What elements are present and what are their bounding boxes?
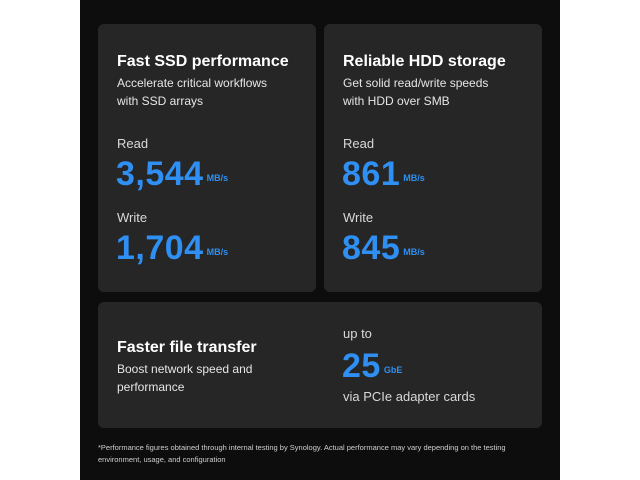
hdd-write-label: Write: [343, 210, 374, 225]
network-speed-metric: 25 GbE: [342, 346, 402, 386]
network-card-description-line1: Boost network speed and: [117, 362, 253, 376]
hdd-read-label: Read: [343, 136, 375, 151]
ssd-performance-card: Fast SSD performance Accelerate critical…: [98, 24, 316, 292]
ssd-write-metric: 1,704 MB/s: [116, 228, 228, 268]
hdd-read-value: 861: [342, 155, 401, 193]
ssd-read-label: Read: [117, 136, 149, 151]
ssd-write-value: 1,704: [116, 229, 204, 267]
hdd-read-metric: 861 MB/s: [342, 154, 425, 194]
hdd-write-metric: 845 MB/s: [342, 228, 425, 268]
spec-panel: Fast SSD performance Accelerate critical…: [80, 0, 560, 480]
ssd-card-description-line1: Accelerate critical workflows: [117, 76, 268, 90]
network-suffix: via PCIe adapter cards: [343, 389, 476, 404]
footnote-line2: environment, usage, and configuration: [98, 455, 226, 464]
network-card-title: Faster file transfer: [117, 339, 257, 356]
network-prefix: up to: [343, 326, 372, 341]
hdd-write-value: 845: [342, 229, 401, 267]
hdd-read-unit: MB/s: [403, 173, 425, 183]
network-card-description-line2: performance: [117, 380, 185, 394]
ssd-write-unit: MB/s: [206, 247, 229, 257]
hdd-write-unit: MB/s: [403, 247, 425, 257]
hdd-card-description-line2: with HDD over SMB: [343, 94, 450, 108]
ssd-read-metric: 3,544 MB/s: [116, 154, 228, 194]
ssd-card-description-line2: with SSD arrays: [117, 94, 204, 108]
footnote-line1: *Performance figures obtained through in…: [98, 443, 506, 452]
ssd-read-unit: MB/s: [206, 173, 229, 183]
ssd-write-label: Write: [117, 210, 148, 225]
hdd-storage-card: Reliable HDD storage Get solid read/writ…: [324, 24, 542, 292]
network-speed-unit: GbE: [383, 365, 403, 375]
ssd-read-value: 3,544: [116, 155, 204, 193]
hdd-card-title: Reliable HDD storage: [343, 53, 506, 70]
ssd-card-title: Fast SSD performance: [117, 53, 289, 70]
performance-footnote: *Performance figures obtained through in…: [98, 442, 548, 466]
network-transfer-card: Faster file transfer Boost network speed…: [98, 302, 542, 428]
hdd-card-description-line1: Get solid read/write speeds: [343, 76, 489, 90]
network-speed-value: 25: [342, 347, 381, 385]
